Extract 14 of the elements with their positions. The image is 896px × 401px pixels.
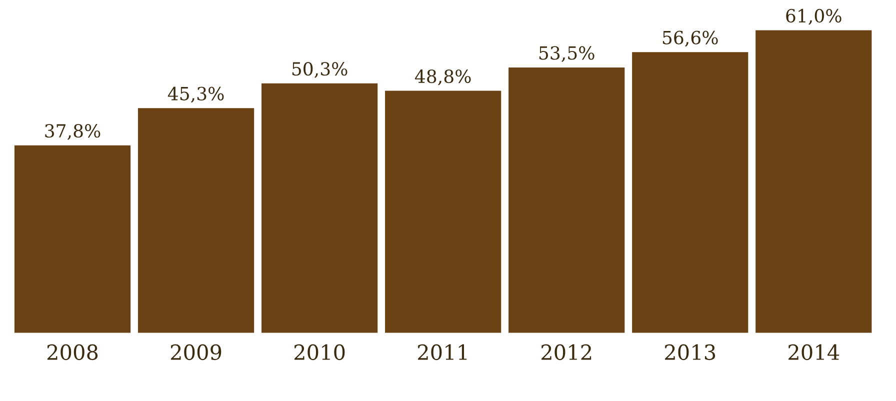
x-tick-label: 2009	[170, 344, 222, 360]
x-tick-label: 2012	[541, 344, 592, 360]
data-label: 45,3%	[168, 86, 224, 103]
data-label: 48,8%	[414, 69, 471, 86]
data-label: 56,6%	[662, 30, 718, 47]
x-tick-label: 2008	[47, 344, 98, 360]
x-tick-label: 2014	[788, 344, 840, 360]
data-label: 53,5%	[539, 46, 594, 62]
x-tick-label: 2010	[294, 344, 345, 360]
data-label: 50,3%	[292, 62, 348, 78]
data-label: 61,0%	[786, 8, 842, 25]
data-label: 37,8%	[45, 124, 100, 140]
x-tick-label: 2011	[418, 344, 467, 360]
x-tick-label: 2013	[665, 344, 716, 360]
